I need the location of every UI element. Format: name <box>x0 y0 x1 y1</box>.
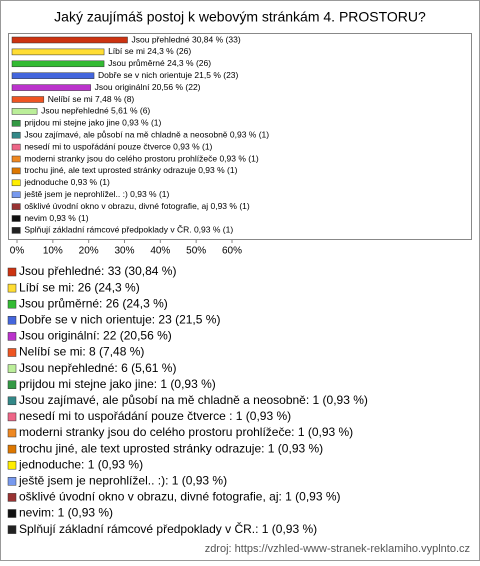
bar-label: Líbí se mi 24,3 % (26) <box>108 46 191 56</box>
legend-swatch <box>7 316 17 325</box>
bar-label: Jsou průměrné 24,3 % (26) <box>108 58 211 68</box>
bar-label: jednoduche 0,93 % (1) <box>23 177 110 187</box>
legend-label: Jsou přehledné: 33 (30,84 %) <box>19 264 176 278</box>
legend-label: prijdou mi stejne jako jine: 1 (0,93 %) <box>19 377 216 391</box>
legend-swatch <box>7 444 17 454</box>
bar-label: Splňují základní rámcové předpoklady v Č… <box>24 225 233 235</box>
bar <box>11 227 21 234</box>
bar-label: ošklivé úvodní okno v obrazu, divné foto… <box>24 201 250 211</box>
bar <box>11 48 105 56</box>
legend-label: moderni stranky jsou do celého prostoru … <box>19 425 353 439</box>
legend-label: Nelíbí se mi: 8 (7,48 %) <box>19 345 144 359</box>
legend-swatch <box>7 396 17 406</box>
x-tick-label: 10% <box>43 246 63 257</box>
bar <box>11 191 21 198</box>
legend-swatch <box>7 509 17 518</box>
bar <box>11 143 21 151</box>
bar <box>11 108 38 115</box>
bar <box>11 203 21 210</box>
legend-swatch <box>7 460 17 470</box>
bar <box>11 72 95 79</box>
bar-label: Jsou přehledné 30,84 % (33) <box>132 34 241 44</box>
legend-label: trochu jiné, ale text uprosted stránky o… <box>19 441 323 455</box>
legend-swatch <box>7 428 17 438</box>
bar-label: Jsou zajímavé, ale působí na mě chladně … <box>24 129 269 139</box>
legend-swatch <box>7 299 17 309</box>
bar <box>11 215 21 222</box>
bar-label: nesedí mi to uspořádání pouze čtverce 0,… <box>24 141 212 151</box>
bar-label: ještě jsem je neprohlížel.. :) 0,93 % (1… <box>23 189 169 199</box>
bar <box>11 131 21 139</box>
legend-swatch <box>7 525 17 534</box>
bar-label: Jsou nepřehledné 5,61 % (6) <box>41 106 150 116</box>
legend-swatch <box>7 493 17 502</box>
x-tick-label: 30% <box>114 246 134 257</box>
x-tick-label: 0% <box>10 246 25 257</box>
legend-label: Dobře se v nich orientuje: 23 (21,5 %) <box>19 312 220 326</box>
legend-label: jednoduche: 1 (0,93 %) <box>18 457 143 471</box>
legend-label: Jsou originální: 22 (20,56 %) <box>19 329 172 343</box>
legend-label: Splňují základní rámcové předpoklady v Č… <box>19 521 317 536</box>
legend-swatch <box>7 380 17 389</box>
legend-label: Jsou průměrné: 26 (24,3 %) <box>19 296 168 310</box>
bar-label: prijdou mi stejne jako jine 0,93 % (1) <box>24 118 161 128</box>
bar-label: Jsou originální 20,56 % (22) <box>95 82 201 92</box>
legend-label: ještě jsem je neprohlížel.. :): 1 (0,93 … <box>18 473 227 487</box>
legend-swatch <box>7 412 17 422</box>
legend-swatch <box>7 364 17 373</box>
legend-swatch <box>7 283 17 293</box>
source: zdroj: https://vzhled-www-stranek-reklam… <box>205 543 470 555</box>
bar-label: Dobře se v nich orientuje 21,5 % (23) <box>98 70 238 80</box>
bar <box>11 155 21 163</box>
legend-label: nevim: 1 (0,93 %) <box>19 506 113 520</box>
legend-label: Jsou nepřehledné: 6 (5,61 %) <box>19 361 176 375</box>
legend-swatch <box>7 348 17 357</box>
x-tick-label: 40% <box>150 246 170 257</box>
legend-swatch <box>7 477 17 486</box>
legend-swatch <box>7 267 17 277</box>
legend-label: Jsou zajímavé, ale působí na mě chladně … <box>19 393 368 407</box>
bar <box>11 120 21 127</box>
legend-swatch <box>7 332 17 341</box>
legend-label: nesedí mi to uspořádání pouze čtverce : … <box>19 409 291 423</box>
bar-label: Nelíbí se mi 7,48 % (8) <box>48 94 135 104</box>
bar <box>11 179 21 187</box>
bar-label: trochu jiné, ale text uprosted stránky o… <box>24 165 237 175</box>
bar <box>11 96 45 103</box>
legend-label: Líbí se mi: 26 (24,3 %) <box>19 280 140 294</box>
plot-frame <box>8 33 472 240</box>
bar <box>11 60 105 68</box>
x-tick-label: 20% <box>79 246 99 257</box>
bar-label: moderni stranky jsou do celého prostoru … <box>24 153 259 163</box>
x-tick-label: 60% <box>222 246 242 257</box>
bar <box>11 167 21 175</box>
x-tick-label: 50% <box>186 246 206 257</box>
bar <box>11 36 128 44</box>
legend-label: ošklivé úvodní okno v obrazu, divné foto… <box>19 490 341 504</box>
bar-label: nevim 0,93 % (1) <box>24 213 88 223</box>
chart-title: Jaký zaujímáš postoj k webovým stránkám … <box>54 9 426 25</box>
bar <box>11 84 91 91</box>
